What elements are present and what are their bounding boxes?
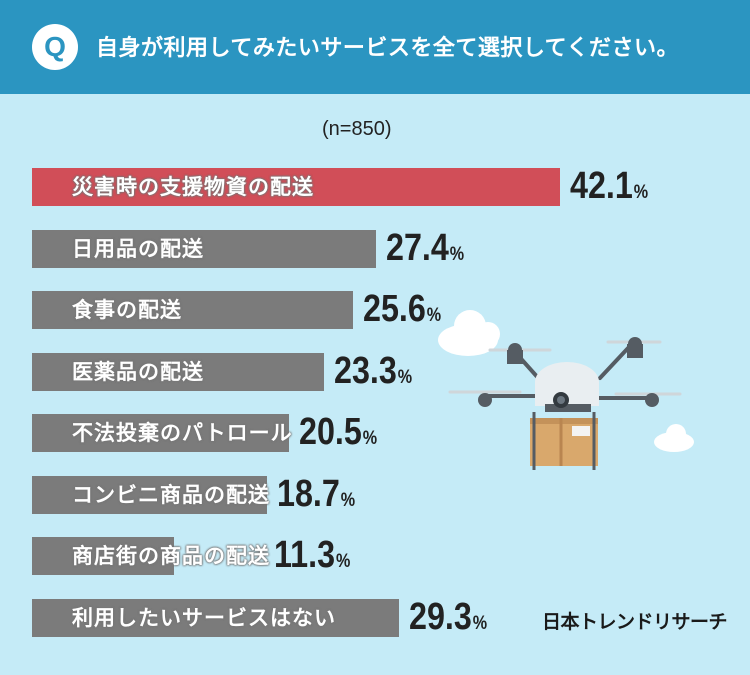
bar-label-5: コンビニ商品の配送	[72, 482, 270, 507]
bar-value-1: 27.4%	[386, 226, 464, 270]
cloud-left-icon	[438, 310, 500, 356]
bar-2	[32, 291, 354, 329]
cloud-right-icon	[654, 424, 694, 452]
bar-value-number: 23.3	[334, 349, 398, 392]
bar-0	[32, 168, 560, 206]
bar-value-4: 20.5%	[299, 410, 377, 454]
bar-value-3: 23.3%	[334, 349, 412, 393]
brand-logo: 日本トレンドリサーチ	[542, 611, 728, 633]
bar-value-unit: %	[449, 243, 464, 265]
bar-value-number: 27.4	[385, 226, 449, 269]
bar-value-unit: %	[340, 489, 355, 511]
bar-value-number: 29.3	[409, 595, 473, 638]
bar-value-number: 42.1	[570, 165, 633, 207]
bar-7	[32, 598, 400, 637]
bar-value-number: 11.3	[274, 534, 336, 576]
bar-value-unit: %	[335, 551, 351, 572]
q-badge: Q	[32, 24, 78, 70]
bar-value-7: 29.3%	[409, 595, 487, 639]
bar-label-4: 不法投棄のパトロール	[72, 421, 293, 445]
bar-value-number: 25.6	[363, 288, 426, 330]
package-icon	[530, 412, 598, 470]
bar-label-3: 医薬品の配送	[72, 359, 204, 384]
bar-value-unit: %	[633, 182, 649, 203]
bar-value-unit: %	[362, 428, 378, 449]
bar-label-6: 商店街の商品の配送	[72, 544, 270, 568]
drone-icon	[448, 337, 682, 412]
bar-value-unit: %	[473, 612, 488, 634]
bar-3	[32, 352, 325, 391]
bar-value-number: 20.5	[299, 411, 362, 453]
bar-value-6: 11.3%	[274, 533, 350, 577]
question-text: 自身が利用してみたいサービスを全て選択してください。	[96, 36, 680, 61]
bar-value-unit: %	[426, 305, 442, 326]
sample-size: (n=850)	[322, 118, 392, 140]
drone-illustration	[438, 310, 694, 470]
bar-6	[32, 537, 174, 575]
bar-1	[32, 229, 376, 268]
bar-value-0: 42.1%	[570, 164, 648, 208]
bar-value-2: 25.6%	[363, 287, 441, 331]
bar-label-1: 日用品の配送	[72, 236, 204, 261]
bar-label-2: 食事の配送	[72, 298, 182, 322]
bar-value-number: 18.7	[276, 472, 340, 515]
bar-value-5: 18.7%	[277, 472, 355, 516]
bar-value-unit: %	[397, 366, 413, 388]
bar-label-0: 災害時の支援物資の配送	[72, 175, 314, 199]
bar-label-7: 利用したいサービスはない	[72, 605, 336, 630]
question-header: Q 自身が利用してみたいサービスを全て選択してください。	[0, 0, 750, 94]
bar-5	[32, 475, 267, 514]
bar-4	[32, 414, 290, 452]
